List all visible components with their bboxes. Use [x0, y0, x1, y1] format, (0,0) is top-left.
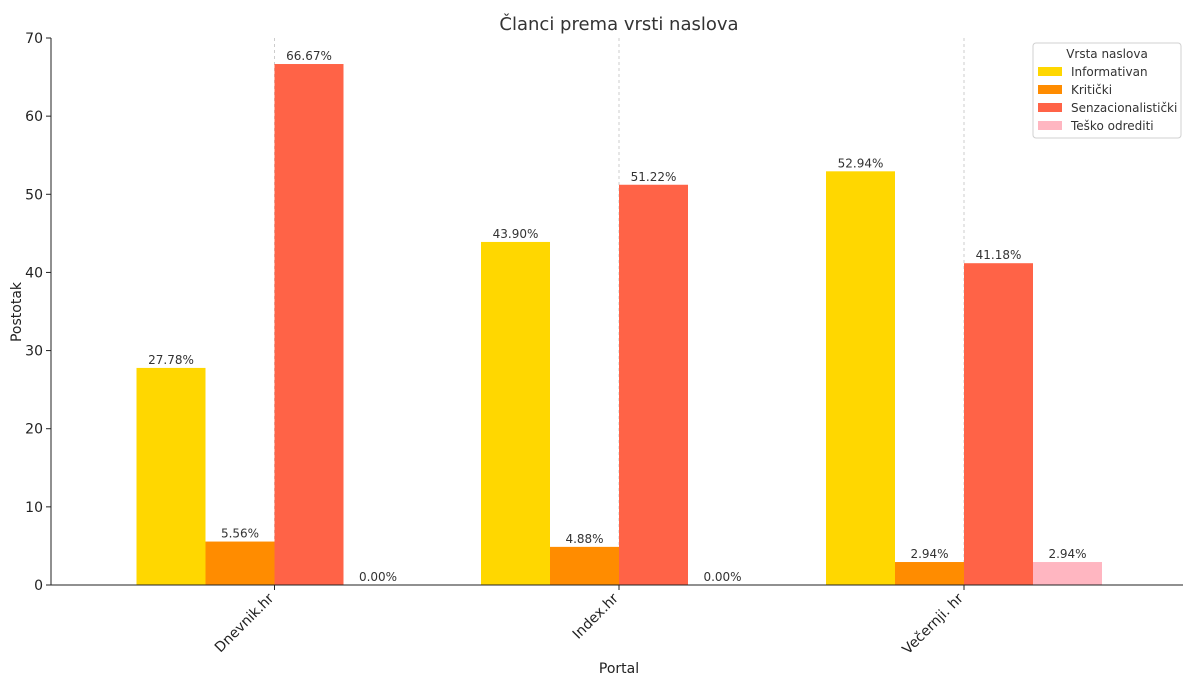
value-labels: 27.78% 43.90% 52.94% 5.56% 4.88% 2.94% 66.67% 5… — [148, 49, 1086, 584]
legend-item-label: Kritički — [1071, 83, 1112, 97]
bar — [826, 171, 895, 586]
legend-title: Vrsta naslova — [1066, 47, 1148, 61]
x-axis-label: Portal — [599, 661, 639, 675]
bar — [136, 367, 206, 585]
y-tick-label: 40 — [25, 265, 43, 281]
data-label: 0.00% — [359, 570, 397, 584]
x-tick-labels: Dnevnik.hr Index.hr Večernji. hr — [212, 585, 967, 658]
y-tick-label: 10 — [25, 500, 43, 516]
y-tick-labels: 0 10 20 30 40 50 60 70 — [25, 31, 51, 594]
bar — [205, 541, 275, 585]
chart-title: Članci prema vrsti naslova — [499, 13, 738, 35]
data-label: 2.94% — [1048, 547, 1086, 561]
y-tick-label: 0 — [34, 578, 43, 594]
bar — [550, 546, 619, 585]
bars-group — [136, 64, 1102, 586]
data-label: 51.22% — [631, 170, 677, 184]
bar — [964, 263, 1033, 585]
legend-swatch — [1038, 67, 1062, 76]
bar — [895, 562, 964, 585]
x-tick-label: Index.hr — [570, 590, 622, 642]
bar — [481, 241, 550, 585]
legend-swatch — [1038, 121, 1062, 130]
data-label: 52.94% — [838, 156, 884, 170]
data-label: 4.88% — [565, 532, 603, 546]
data-label: 2.94% — [910, 547, 948, 561]
data-label: 41.18% — [976, 248, 1022, 262]
y-tick-label: 20 — [25, 422, 43, 438]
data-label: 5.56% — [221, 527, 259, 541]
axes — [50, 38, 1183, 586]
legend-swatch — [1038, 103, 1062, 112]
y-axis-label: Postotak — [9, 281, 25, 342]
y-tick-label: 70 — [25, 31, 43, 47]
legend-item-label: Informativan — [1071, 65, 1148, 79]
y-tick-label: 50 — [25, 187, 43, 203]
data-label: 27.78% — [148, 353, 194, 367]
bar — [619, 184, 688, 585]
data-label: 0.00% — [703, 570, 741, 584]
y-tick-label: 30 — [25, 344, 43, 360]
data-label: 66.67% — [286, 49, 332, 63]
x-tick-label: Dnevnik.hr — [212, 590, 278, 656]
legend-item-label: Teško odrediti — [1070, 119, 1154, 133]
legend-box — [1032, 42, 1182, 139]
x-tick-label: Večernji. hr — [900, 590, 967, 657]
data-label: 43.90% — [493, 227, 539, 241]
legend-swatch — [1038, 85, 1062, 94]
bar — [1033, 562, 1102, 585]
bar — [274, 64, 344, 586]
legend-item-label: Senzacionalistički — [1071, 101, 1177, 115]
y-tick-label: 60 — [25, 109, 43, 125]
legend: Vrsta naslova Informativan Kritički Senzaci… — [1032, 42, 1182, 139]
